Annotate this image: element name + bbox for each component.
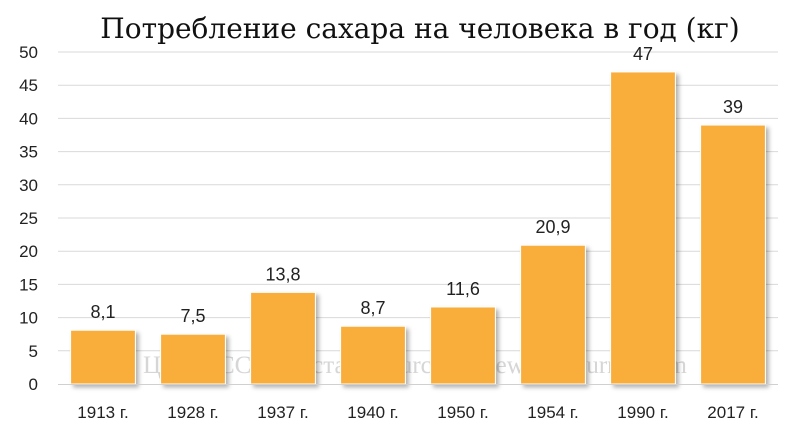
y-tick-label: 45: [19, 76, 38, 95]
y-tick-label: 0: [29, 375, 38, 394]
bar: [160, 333, 226, 385]
data-label: 20,9: [535, 217, 570, 237]
watermark: ЦСУ СССР, Росстат © burckina-new.livejou…: [143, 352, 688, 379]
y-tick-label: 30: [19, 176, 38, 195]
x-tick-label: 1913 г.: [77, 403, 128, 422]
y-tick-label: 15: [19, 275, 38, 294]
y-tick-label: 10: [19, 309, 38, 328]
x-tick-label: 1990 г.: [617, 403, 668, 422]
bars: [70, 71, 766, 385]
bar: [610, 71, 676, 385]
data-label: 8,1: [90, 302, 115, 322]
x-tick-label: 1954 г.: [527, 403, 578, 422]
data-label: 7,5: [180, 306, 205, 326]
x-tick-label: 1937 г.: [257, 403, 308, 422]
bar: [340, 325, 406, 385]
data-label: 11,6: [446, 279, 480, 299]
y-tick-label: 20: [19, 242, 38, 261]
x-tick-label: 1950 г.: [437, 403, 488, 422]
bar: [70, 329, 136, 385]
chart-title: Потребление сахара на человека в год (кг…: [100, 12, 739, 45]
y-tick-label: 40: [19, 109, 38, 128]
y-tick-label: 50: [19, 43, 38, 62]
bar: [520, 244, 586, 385]
x-tick-label: 2017 г.: [707, 403, 758, 422]
bar: [250, 291, 316, 385]
data-label: 8,7: [360, 298, 385, 318]
y-tick-label: 35: [19, 143, 38, 162]
y-axis: 0 5 10 15 20 25 30 35 40 45 50: [19, 43, 38, 394]
x-tick-label: 1928 г.: [167, 403, 218, 422]
bar: [430, 306, 496, 385]
y-tick-label: 5: [29, 342, 38, 361]
y-tick-label: 25: [19, 209, 38, 228]
bar: [700, 124, 766, 385]
x-tick-label: 1940 г.: [347, 403, 398, 422]
data-label: 47: [633, 44, 653, 64]
grid-lines: [58, 51, 778, 352]
data-labels: 8,1 7,5 13,8 8,7 11,6 20,9 47 39: [90, 44, 743, 326]
data-label: 13,8: [265, 264, 300, 284]
x-axis: 1913 г. 1928 г. 1937 г. 1940 г. 1950 г. 1954 …: [77, 403, 758, 422]
data-label: 39: [723, 97, 743, 117]
